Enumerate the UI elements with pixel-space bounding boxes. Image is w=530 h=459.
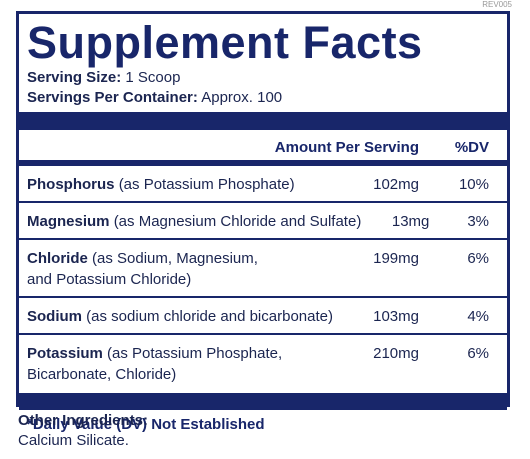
- nutrient-row: Sodium (as sodium chloride and bicarbona…: [19, 298, 507, 335]
- nutrient-row: Potassium (as Potassium Phosphate, Bicar…: [19, 335, 507, 391]
- divider: [19, 112, 507, 130]
- nutrient-name: Phosphorus: [27, 176, 115, 193]
- nutrient: Magnesium (as Magnesium Chloride and Sul…: [27, 211, 361, 232]
- value: Calcium Silicate.: [18, 432, 129, 449]
- nutrient: Potassium (as Potassium Phosphate, Bicar…: [27, 343, 292, 385]
- nutrient-name: Sodium: [27, 308, 82, 325]
- table-header: Amount Per Serving %DV: [19, 134, 507, 160]
- revision: REV005: [482, 0, 512, 9]
- nutrient: Phosphorus (as Potassium Phosphate): [27, 174, 295, 195]
- nutrient-detail: (as Magnesium Chloride and Sulfate): [113, 213, 362, 230]
- nutrient-detail: (as Potassium Phosphate, Bicarbonate, Ch…: [27, 345, 283, 383]
- daily-value: 6%: [467, 250, 489, 267]
- label: Other Ingredients:: [18, 412, 149, 429]
- dv-header: %DV: [454, 138, 489, 156]
- other-ingredients: Other Ingredients: Calcium Silicate.: [18, 411, 148, 451]
- nutrient-detail: (as Sodium, Magnesium, and Potassium Chl…: [27, 250, 258, 288]
- nutrient: Sodium (as sodium chloride and bicarbona…: [27, 306, 333, 327]
- nutrient-row: Phosphorus (as Potassium Phosphate) 102mg…: [19, 166, 507, 203]
- value: 1 Scoop: [125, 69, 181, 86]
- title: Supplement Facts: [27, 17, 423, 68]
- table-body: Phosphorus (as Potassium Phosphate) 102mg…: [19, 166, 507, 391]
- value: Approx. 100: [201, 89, 283, 106]
- facts-panel: Supplement Facts Serving Size: 1 Scoop S…: [16, 11, 510, 433]
- amount: 102mg: [373, 176, 419, 193]
- nutrient-detail: (as sodium chloride and bicarbonate): [86, 308, 333, 325]
- nutrient-name: Chloride: [27, 250, 88, 267]
- daily-value: 4%: [467, 308, 489, 325]
- nutrient-row: Chloride (as Sodium, Magnesium, and Pota…: [19, 240, 507, 298]
- divider: [19, 160, 507, 166]
- nutrient-detail: (as Potassium Phosphate): [118, 176, 295, 193]
- amount-header: Amount Per Serving: [274, 138, 419, 156]
- nutrient-name: Magnesium: [27, 213, 110, 230]
- serving-line: Servings Per Container: Approx. 100: [27, 88, 507, 108]
- daily-value: 6%: [467, 345, 489, 362]
- amount: 103mg: [373, 308, 419, 325]
- amount: 13mg: [391, 213, 430, 230]
- serving-line: Serving Size: 1 Scoop: [27, 68, 507, 88]
- nutrient-row: Magnesium (as Magnesium Chloride and Sul…: [19, 203, 507, 240]
- divider: [19, 393, 507, 410]
- amount: 210mg: [373, 345, 419, 362]
- nutrient-name: Potassium: [27, 345, 103, 362]
- footnote: *Daily Value (DV) Not Established: [27, 416, 265, 433]
- nutrient: Chloride (as Sodium, Magnesium, and Pota…: [27, 248, 277, 290]
- label: Servings Per Container:: [27, 89, 198, 106]
- daily-value: 10%: [458, 176, 489, 193]
- label: Serving Size:: [27, 69, 122, 86]
- daily-value: 3%: [467, 213, 489, 230]
- amount: 199mg: [373, 250, 419, 267]
